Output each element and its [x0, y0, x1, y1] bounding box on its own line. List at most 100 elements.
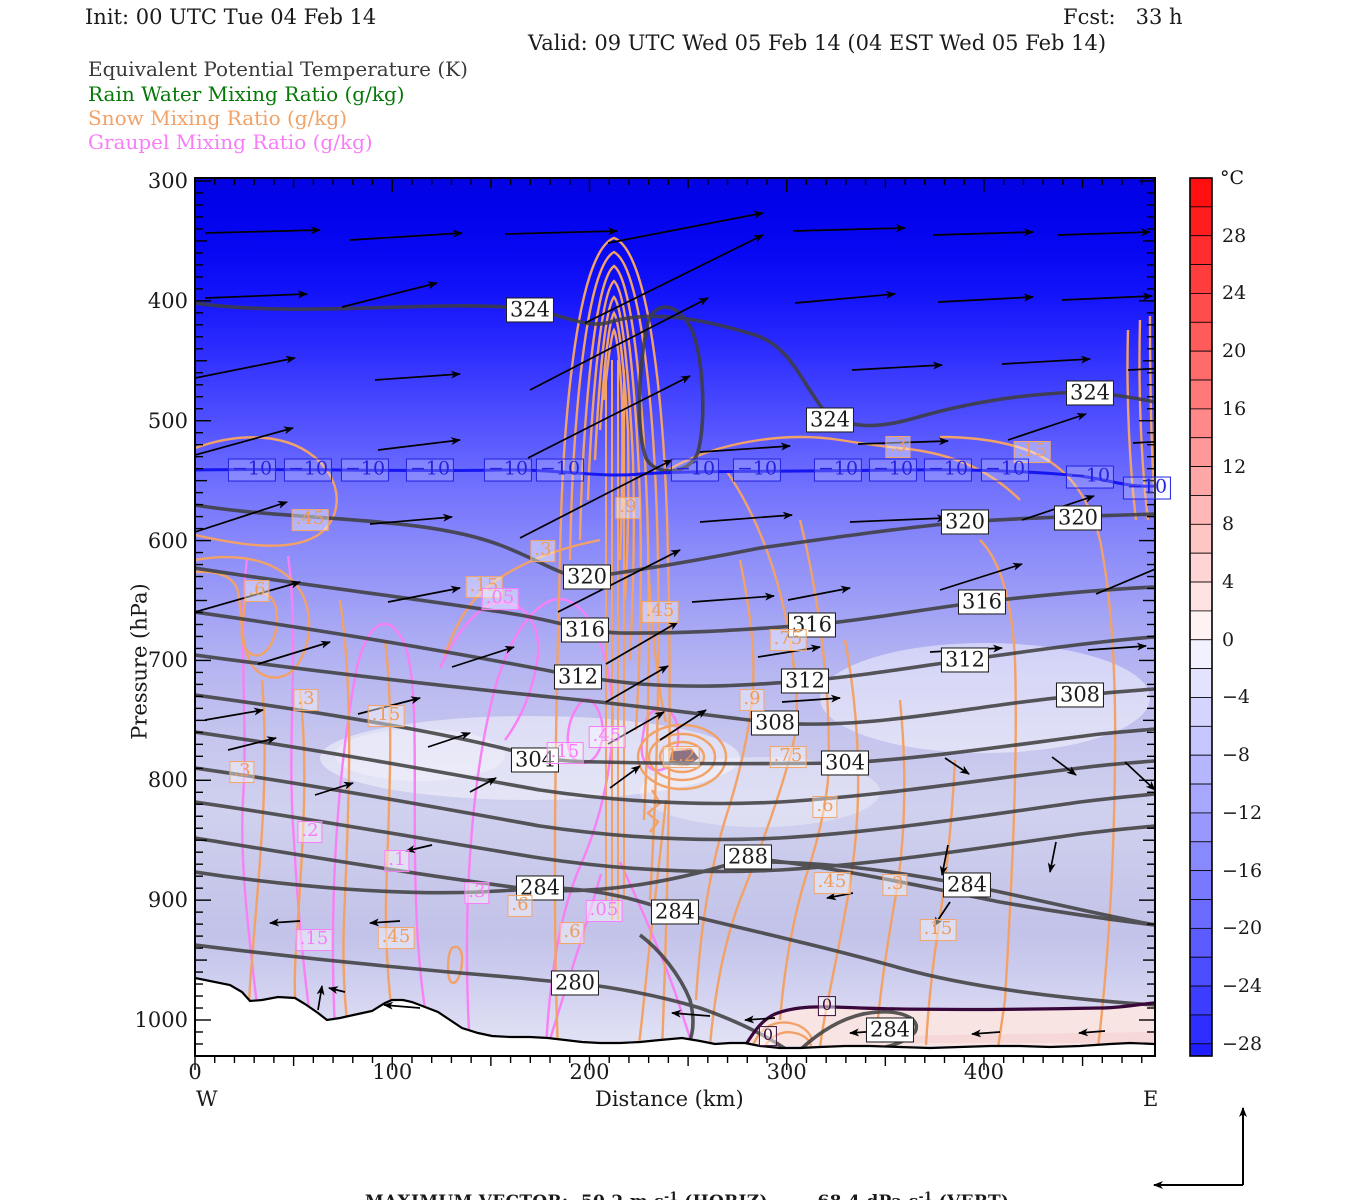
graupel-contour-label: .15 — [295, 929, 333, 951]
snow-contour-label: .15 — [367, 705, 405, 727]
graupel-contour-label: .05 — [585, 900, 623, 922]
theta-e-contour-label: 320 — [1053, 505, 1103, 531]
colorbar-tick-label: −28 — [1222, 1032, 1263, 1055]
forecast-hour: Fcst: 33 h — [1063, 5, 1183, 29]
snow-contour-label: .3 — [229, 761, 255, 783]
theta-e-contour-label: 320 — [562, 564, 612, 590]
theta-e-contour-label: 308 — [1055, 682, 1105, 708]
snow-max-core — [669, 749, 699, 766]
init-time: Init: 00 UTC Tue 04 Feb 14 — [85, 5, 377, 29]
snow-contour-label: .6 — [244, 580, 270, 602]
y-tick-label: 1000 — [134, 1007, 188, 1032]
y-tick-label: 700 — [147, 648, 188, 673]
y-tick-label: 300 — [147, 169, 188, 193]
snow-contour-label: .9 — [739, 689, 765, 711]
graupel-contour-label: .1 — [384, 850, 410, 872]
minus10-isotherm-label: −10 — [483, 458, 533, 482]
colorbar-frame — [1189, 177, 1213, 1057]
y-tick-label: 600 — [147, 528, 188, 553]
minus10-isotherm-label: −10 — [732, 458, 782, 482]
colorbar-tick-label: 16 — [1222, 397, 1247, 420]
legend-rain: Rain Water Mixing Ratio (g/kg) — [88, 82, 405, 106]
snow-contour-label: .15 — [919, 919, 957, 941]
minus10-isotherm-label: −10 — [340, 458, 390, 482]
y-tick-label: 900 — [147, 888, 188, 913]
graupel-contour-label: .45 — [588, 726, 626, 748]
valid-time: Valid: 09 UTC Wed 05 Feb 14 (04 EST Wed … — [528, 31, 1107, 55]
west-end-label: W — [196, 1087, 218, 1111]
minus10-isotherm-label: −10 — [868, 458, 918, 482]
graupel-contour-label: .05 — [481, 588, 519, 610]
minus10-isotherm-label: −10 — [980, 458, 1030, 482]
snow-contour-label: .3 — [530, 540, 556, 562]
snow-contour-label: .15 — [465, 576, 503, 598]
legend-graupel: Graupel Mixing Ratio (g/kg) — [88, 130, 373, 154]
colorbar-tick-label: −12 — [1222, 801, 1263, 824]
theta-e-contour-label: 280 — [550, 970, 600, 996]
snow-contour-label: .45 — [291, 509, 329, 531]
max-vector-horiz: 50.2 m s — [581, 1192, 664, 1200]
y-tick-label: 800 — [147, 768, 188, 793]
minus10-isotherm-label: −10 — [670, 458, 720, 482]
colorbar-unit: °C — [1220, 167, 1245, 189]
colorbar-tick-label: −8 — [1222, 744, 1251, 767]
colorbar-tick-label: 12 — [1222, 455, 1247, 478]
colorbar-tick-label: 20 — [1222, 340, 1247, 363]
minus10-isotherm-label: −10 — [1122, 476, 1172, 500]
theta-e-contour-label: 312 — [940, 647, 990, 673]
theta-e-contour-label: 304 — [820, 750, 870, 776]
theta-e-contour-label: 316 — [957, 589, 1007, 615]
plot-frame — [194, 177, 1156, 1057]
colorbar-tick-label: −4 — [1222, 686, 1251, 709]
colorbar-tick-label: −20 — [1222, 917, 1263, 940]
colorbar-tick-label: 4 — [1222, 571, 1235, 594]
theta-e-contour-label: 288 — [723, 844, 773, 870]
snow-contour-label: .45 — [641, 601, 679, 623]
x-tick-label: 100 — [372, 1060, 413, 1084]
reference-vector-arrows — [1153, 1107, 1247, 1189]
terrain — [195, 976, 1155, 1056]
legend-theta-e: Equivalent Potential Temperature (K) — [88, 57, 468, 81]
snow-contour-label: .45 — [377, 927, 415, 949]
theta-e-contour-label: 320 — [940, 509, 990, 535]
x-tick-label: 300 — [766, 1060, 807, 1084]
minus10-isotherm-label: −10 — [1065, 465, 1115, 489]
graupel-contour-label: .3 — [464, 882, 490, 904]
x-tick-label: 0 — [188, 1060, 202, 1084]
snow-contour-label: .15 — [1013, 441, 1051, 463]
minus10-isotherm-label: −10 — [923, 458, 973, 482]
theta-e-contour-label: 284 — [650, 899, 700, 925]
x-tick-label: 200 — [569, 1060, 610, 1084]
colorbar-tick-label: −24 — [1222, 975, 1263, 998]
theta-e-contour-label: 284 — [515, 875, 565, 901]
colorbar-tick-label: −16 — [1222, 859, 1263, 882]
colorbar — [1189, 177, 1213, 1057]
theta-e-contour-label: 324 — [805, 407, 855, 433]
theta-e-contour-label: 316 — [560, 617, 610, 643]
axis-ticks — [194, 178, 1155, 1070]
theta-e-contour-label: 312 — [553, 664, 603, 690]
freezing-isotherm-label: 0 — [817, 996, 837, 1016]
snow-contour-label: .3 — [885, 436, 911, 458]
theta-e-contour-label: 312 — [780, 668, 830, 694]
minus10-isotherm-label: −10 — [405, 458, 455, 482]
snow-contour-label: 1.2 — [662, 746, 700, 768]
legend-snow: Snow Mixing Ratio (g/kg) — [88, 106, 348, 130]
wind-vectors — [195, 210, 1155, 1038]
max-vector-vert: 68.4 dPa s — [818, 1192, 919, 1200]
freezing-isotherm-label: 0 — [758, 1026, 778, 1046]
colorbar-tick-label: 28 — [1222, 224, 1247, 247]
snow-contour-label: .75 — [769, 629, 807, 651]
max-vector-caption: MAXIMUM VECTOR: 50.2 m s-1 (HORIZ) 68.4 … — [340, 1172, 1009, 1200]
snow-contour-label: .3 — [293, 689, 319, 711]
snow-contour-label: .3 — [882, 874, 908, 896]
x-axis-title: Distance (km) — [595, 1087, 744, 1111]
x-tick-label: 400 — [963, 1060, 1004, 1084]
snow-contour-label: .6 — [812, 796, 838, 818]
snow-contour-label: .6 — [559, 922, 585, 944]
theta-e-contour-label: 308 — [750, 710, 800, 736]
east-end-label: E — [1143, 1087, 1159, 1111]
graupel-contour-label: .2 — [297, 821, 323, 843]
